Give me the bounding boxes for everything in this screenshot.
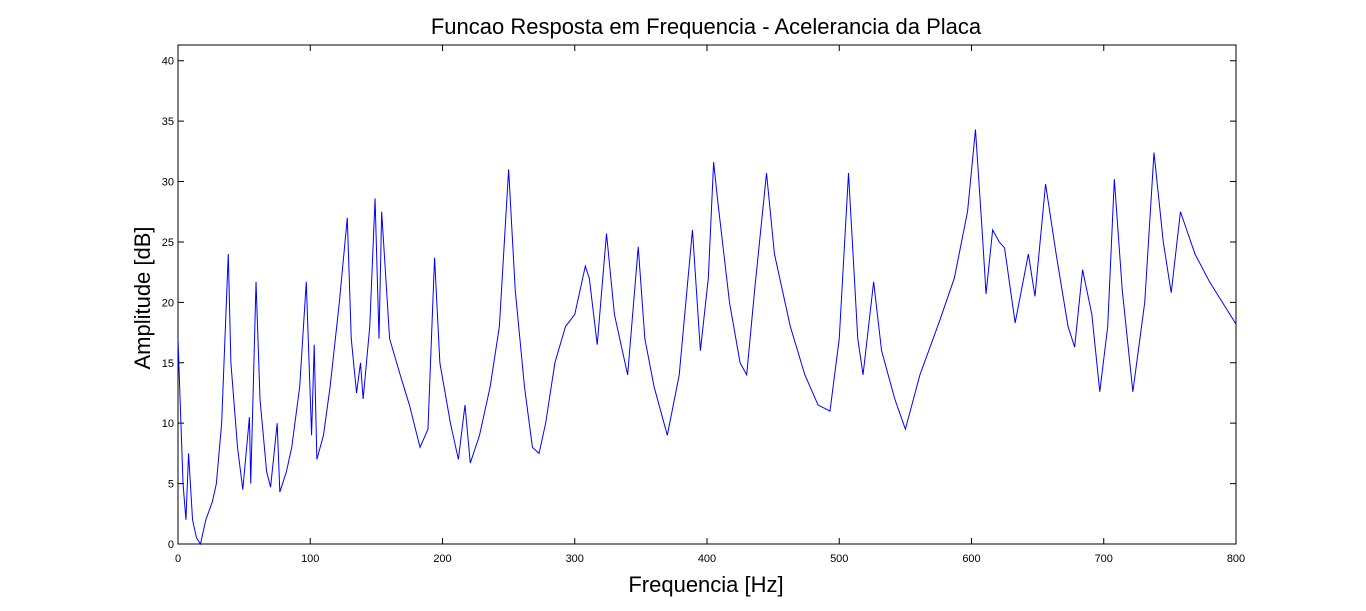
x-axis-label: Frequencia [Hz] bbox=[628, 572, 783, 597]
x-tick-label: 700 bbox=[1095, 553, 1113, 565]
x-tick-label: 200 bbox=[433, 553, 451, 565]
y-tick-label: 35 bbox=[162, 116, 174, 128]
x-tick-label: 0 bbox=[175, 553, 181, 565]
y-tick-label: 20 bbox=[162, 297, 174, 309]
y-tick-label: 10 bbox=[162, 418, 174, 430]
y-axis-label: Amplitude [dB] bbox=[130, 226, 155, 369]
x-tick-label: 400 bbox=[698, 553, 716, 565]
x-tick-label: 500 bbox=[830, 553, 848, 565]
y-tick-label: 0 bbox=[168, 539, 174, 551]
x-tick-label: 300 bbox=[566, 553, 584, 565]
data-line bbox=[177, 129, 1237, 546]
x-tick-label: 800 bbox=[1227, 553, 1245, 565]
y-tick-label: 15 bbox=[162, 358, 174, 370]
y-tick-label: 40 bbox=[162, 56, 174, 68]
y-tick-label: 25 bbox=[162, 237, 174, 249]
y-tick-label: 30 bbox=[162, 177, 174, 189]
x-tick-label: 600 bbox=[962, 553, 980, 565]
y-tick-label: 5 bbox=[168, 479, 174, 491]
x-tick-label: 100 bbox=[301, 553, 319, 565]
chart-title: Funcao Resposta em Frequencia - Aceleran… bbox=[431, 14, 982, 39]
